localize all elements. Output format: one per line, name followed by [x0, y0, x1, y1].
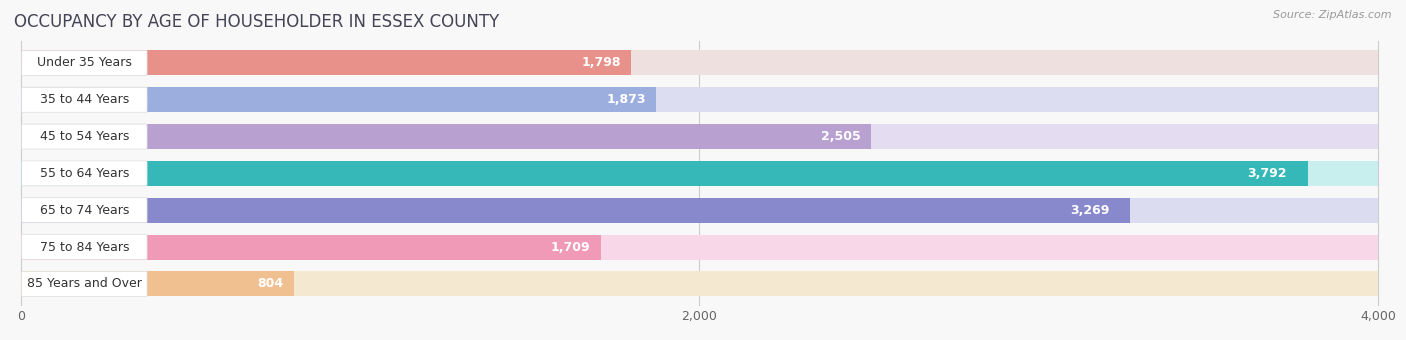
Bar	[21, 161, 1378, 186]
Text: 75 to 84 Years: 75 to 84 Years	[39, 241, 129, 254]
Text: Source: ZipAtlas.com: Source: ZipAtlas.com	[1274, 10, 1392, 20]
Text: 45 to 54 Years: 45 to 54 Years	[39, 130, 129, 143]
FancyBboxPatch shape	[21, 50, 148, 75]
Bar	[21, 271, 294, 296]
Text: 804: 804	[257, 277, 284, 290]
Bar	[21, 50, 631, 75]
Text: 1,709: 1,709	[551, 241, 591, 254]
FancyBboxPatch shape	[21, 161, 148, 186]
Bar	[21, 87, 1378, 112]
Text: 3,792: 3,792	[1247, 167, 1286, 180]
Bar	[21, 198, 1130, 223]
Bar	[21, 124, 870, 149]
Text: 3,269: 3,269	[1070, 204, 1109, 217]
Text: 55 to 64 Years: 55 to 64 Years	[39, 167, 129, 180]
Bar	[21, 235, 600, 260]
FancyBboxPatch shape	[21, 235, 148, 260]
Bar	[21, 161, 1308, 186]
Bar	[21, 198, 1378, 223]
FancyBboxPatch shape	[21, 87, 148, 112]
Bar	[21, 124, 1378, 149]
Text: 35 to 44 Years: 35 to 44 Years	[39, 93, 129, 106]
FancyBboxPatch shape	[21, 124, 148, 149]
Bar	[21, 235, 1378, 260]
Text: 85 Years and Over: 85 Years and Over	[27, 277, 142, 290]
Text: 2,505: 2,505	[821, 130, 860, 143]
FancyBboxPatch shape	[21, 198, 148, 223]
FancyBboxPatch shape	[21, 271, 148, 296]
Text: 1,798: 1,798	[581, 56, 621, 69]
Text: Under 35 Years: Under 35 Years	[37, 56, 132, 69]
Text: 65 to 74 Years: 65 to 74 Years	[39, 204, 129, 217]
Text: 1,873: 1,873	[607, 93, 647, 106]
Bar	[21, 50, 1378, 75]
Bar	[21, 87, 657, 112]
Text: OCCUPANCY BY AGE OF HOUSEHOLDER IN ESSEX COUNTY: OCCUPANCY BY AGE OF HOUSEHOLDER IN ESSEX…	[14, 13, 499, 31]
Bar	[21, 271, 1378, 296]
